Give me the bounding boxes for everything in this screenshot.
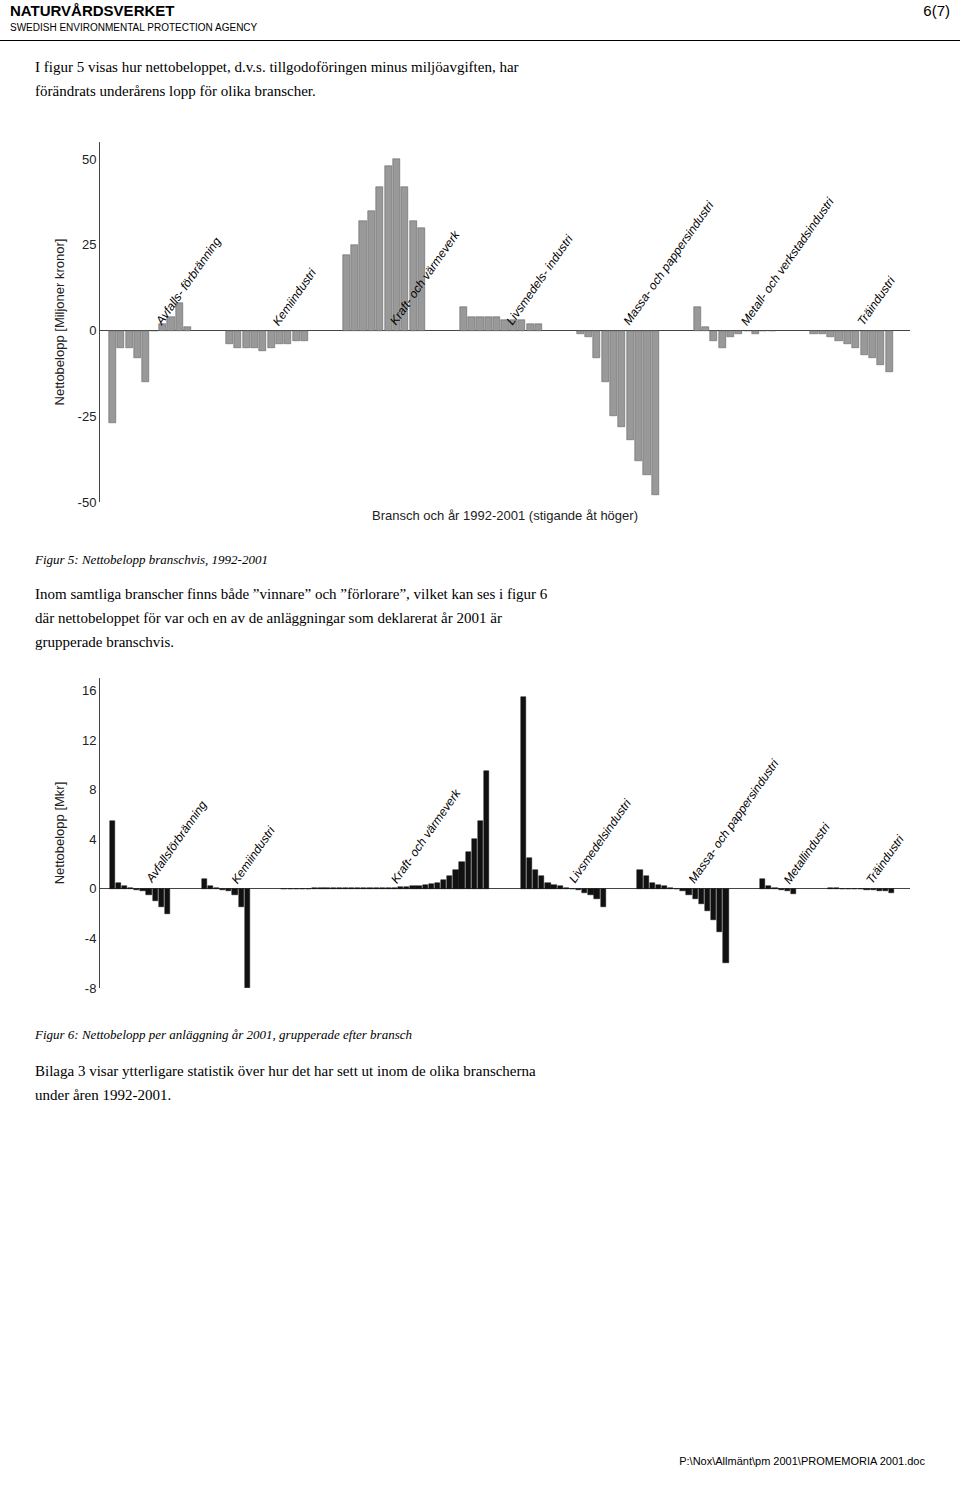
svg-text:Metall- och verkstadsindustri: Metall- och verkstadsindustri — [738, 195, 837, 328]
svg-text:Avfalls- förbränning: Avfalls- förbränning — [152, 234, 223, 328]
svg-text:Metallindustri: Metallindustri — [781, 820, 833, 886]
html-text:Inom samtliga branscher finns: Inom samtliga branscher finns både ”vinn… — [35, 586, 548, 650]
svg-text:Livsmedelsindustri: Livsmedelsindustri — [566, 796, 634, 885]
svg-text:16: 16 — [82, 683, 96, 698]
svg-text:-4: -4 — [85, 931, 97, 946]
svg-text:Massa- och pappersindustri: Massa- och pappersindustri — [685, 757, 781, 886]
svg-text:50: 50 — [82, 152, 96, 167]
html-text:Figur 5: Nettobelopp branschvi: Figur 5: Nettobelopp branschvis, 1992-20… — [35, 552, 268, 567]
svg-text:0: 0 — [89, 881, 96, 896]
svg-text:25: 25 — [82, 237, 96, 252]
svg-text:Kraft- och värmeverk: Kraft- och värmeverk — [387, 227, 463, 327]
svg-text:Nettobelopp [Mkr]: Nettobelopp [Mkr] — [52, 782, 67, 885]
svg-text:Kemiindustri: Kemiindustri — [270, 266, 320, 328]
html-text:6(7): 6(7) — [923, 2, 950, 19]
svg-text:-8: -8 — [85, 981, 97, 996]
html-text:SWEDISH ENVIRONMENTAL PROTECTI: SWEDISH ENVIRONMENTAL PROTECTION AGENCY — [10, 22, 258, 33]
svg-text:Livsmedels- industri: Livsmedels- industri — [503, 232, 575, 327]
svg-text:Träindustri: Träindustri — [863, 832, 907, 886]
html-text:I figur 5 visas hur nettobelop: I figur 5 visas hur nettobeloppet, d.v.s… — [35, 59, 519, 99]
svg-text:Kraft- och värmeverk: Kraft- och värmeverk — [388, 786, 464, 886]
html-text:Bilaga 3 visar ytterligare sta: Bilaga 3 visar ytterligare statistik öve… — [35, 1063, 536, 1103]
svg-text:Avfallsförbränning: Avfallsförbränning — [143, 798, 210, 886]
svg-text:Bransch och år 1992-2001 (stig: Bransch och år 1992-2001 (stigande åt hö… — [372, 508, 638, 523]
html-text:P:\Nox\Allmänt\pm 2001\PROMEMO: P:\Nox\Allmänt\pm 2001\PROMEMORIA 2001.d… — [679, 1455, 925, 1467]
svg-text:12: 12 — [82, 733, 96, 748]
svg-text:0: 0 — [89, 323, 96, 338]
svg-text:Nettobelopp [Miljoner kronor]: Nettobelopp [Miljoner kronor] — [52, 239, 67, 406]
svg-text:-50: -50 — [78, 495, 97, 510]
svg-text:Kemiindustri: Kemiindustri — [228, 824, 278, 886]
svg-text:Träindustri: Träindustri — [854, 274, 898, 328]
svg-text:-25: -25 — [78, 409, 97, 424]
html-text:Figur 6: Nettobelopp per anläg: Figur 6: Nettobelopp per anläggning år 2… — [35, 1027, 412, 1042]
html-text:NATURVÅRDSVERKET: NATURVÅRDSVERKET — [10, 2, 175, 19]
svg-text:8: 8 — [89, 782, 96, 797]
svg-text:Massa- och pappersindustri: Massa- och pappersindustri — [621, 198, 717, 327]
svg-text:4: 4 — [89, 832, 96, 847]
